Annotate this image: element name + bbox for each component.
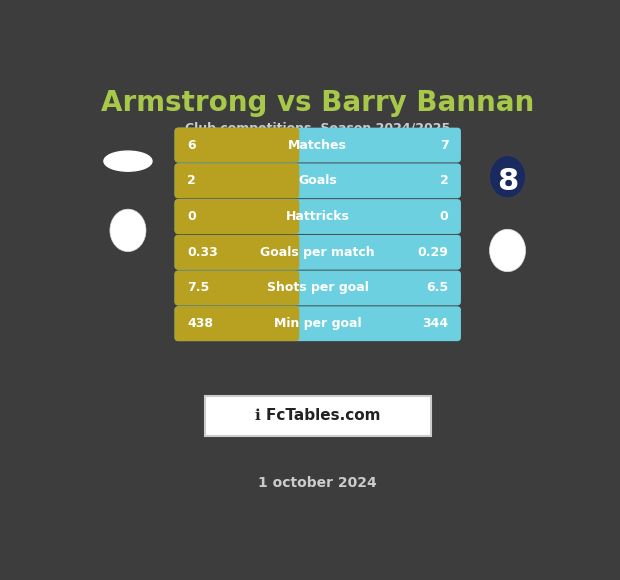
Text: 7.5: 7.5 [187, 281, 210, 295]
Ellipse shape [104, 151, 152, 171]
FancyBboxPatch shape [175, 270, 299, 306]
FancyBboxPatch shape [175, 128, 299, 162]
Text: Hattricks: Hattricks [286, 210, 350, 223]
Text: 7: 7 [440, 139, 448, 151]
Text: 2: 2 [187, 175, 196, 187]
FancyBboxPatch shape [175, 235, 299, 270]
Text: 6.5: 6.5 [427, 281, 448, 295]
Text: Shots per goal: Shots per goal [267, 281, 369, 295]
Text: Armstrong vs Barry Bannan: Armstrong vs Barry Bannan [101, 89, 534, 117]
FancyBboxPatch shape [175, 164, 299, 198]
FancyBboxPatch shape [175, 306, 299, 341]
FancyBboxPatch shape [175, 128, 461, 162]
Text: Min per goal: Min per goal [274, 317, 361, 330]
Text: 0.33: 0.33 [187, 246, 218, 259]
Text: Club competitions, Season 2024/2025: Club competitions, Season 2024/2025 [185, 122, 450, 135]
Text: 6: 6 [187, 139, 196, 151]
Text: 8: 8 [497, 167, 518, 196]
Text: 0: 0 [187, 210, 196, 223]
Text: Goals: Goals [298, 175, 337, 187]
FancyBboxPatch shape [175, 270, 461, 306]
Text: 1 october 2024: 1 october 2024 [259, 476, 377, 490]
FancyBboxPatch shape [175, 164, 461, 198]
Text: 0: 0 [440, 210, 448, 223]
Text: 0.29: 0.29 [418, 246, 448, 259]
FancyBboxPatch shape [175, 199, 299, 234]
Ellipse shape [490, 155, 526, 198]
Text: 438: 438 [187, 317, 213, 330]
FancyBboxPatch shape [205, 396, 431, 436]
FancyBboxPatch shape [175, 306, 461, 341]
Text: Matches: Matches [288, 139, 347, 151]
Text: Goals per match: Goals per match [260, 246, 375, 259]
Text: 344: 344 [422, 317, 448, 330]
Ellipse shape [110, 209, 146, 252]
Text: ℹ FcTables.com: ℹ FcTables.com [255, 408, 381, 423]
FancyBboxPatch shape [175, 199, 461, 234]
Text: 2: 2 [440, 175, 448, 187]
FancyBboxPatch shape [175, 235, 461, 270]
Ellipse shape [490, 229, 526, 271]
